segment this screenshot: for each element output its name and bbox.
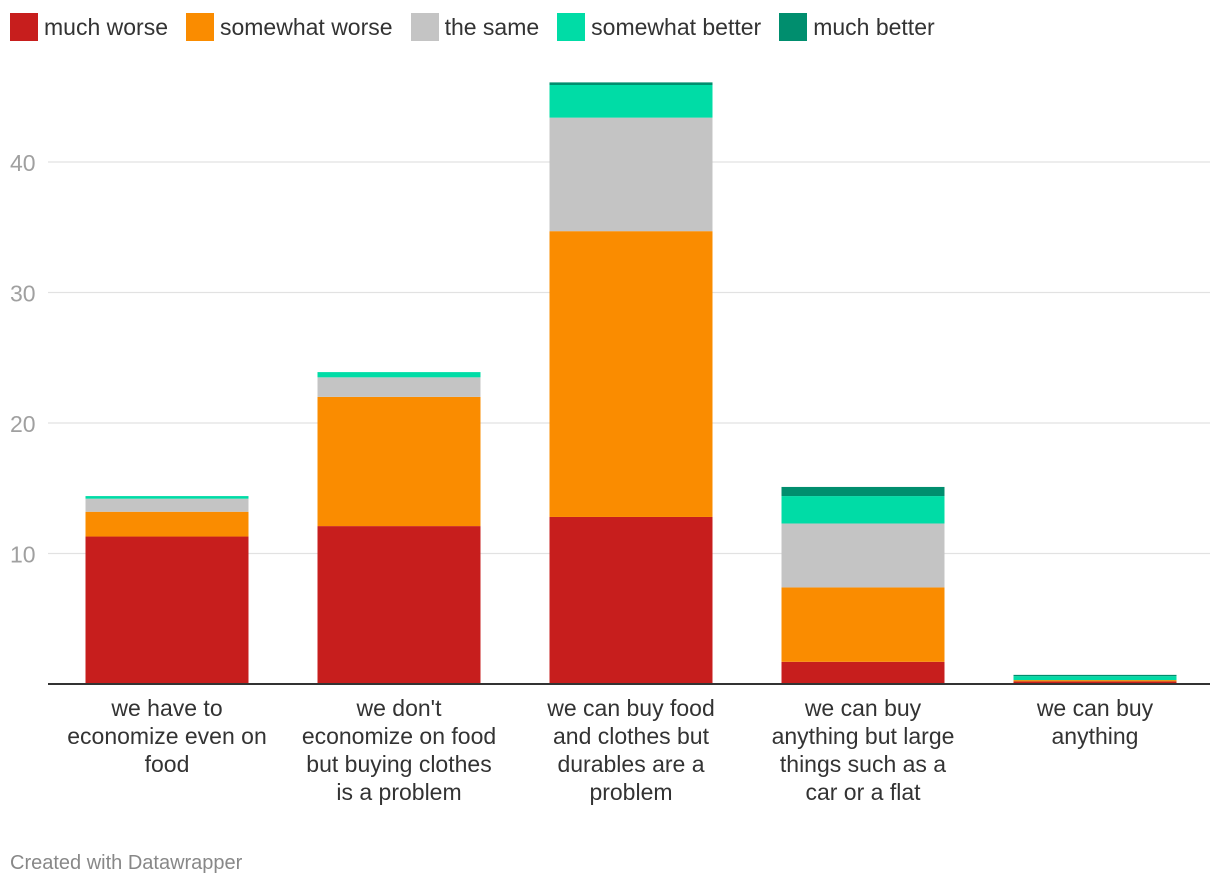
x-tick-label: problem (589, 779, 672, 805)
legend-swatch (779, 13, 808, 41)
y-tick-label: 10 (10, 542, 36, 568)
legend-label: the same (444, 13, 540, 40)
x-tick-label: durables are a (557, 751, 704, 777)
x-tick-label: anything (1052, 723, 1139, 749)
legend-swatch (557, 13, 586, 41)
bar-segment-much-better (549, 82, 713, 86)
legend: much worse somewhat worse the same somewhat… (10, 12, 953, 42)
y-tick-label: 30 (10, 281, 36, 307)
legend-item-somewhat-better: somewhat better (557, 13, 761, 41)
legend-swatch (10, 13, 38, 41)
x-tick-label: anything but large (772, 723, 955, 749)
legend-item-much-better: much better (779, 13, 935, 41)
credit-text[interactable]: Created with Datawrapper (10, 852, 243, 874)
legend-label: somewhat worse (219, 13, 393, 40)
legend-item-much-worse: much worse (10, 13, 168, 41)
legend-label: somewhat better (591, 13, 762, 40)
bar-segment-much-worse (781, 661, 945, 684)
bar-segment-the-same (317, 377, 481, 397)
y-tick-label: 40 (10, 150, 36, 176)
bar-segment-much-worse (549, 516, 713, 684)
x-tick-label: food (145, 751, 190, 777)
x-tick-label: car or a flat (805, 779, 921, 805)
x-tick-label: we can buy (804, 695, 922, 721)
x-tick-label: economize on food (302, 723, 496, 749)
x-tick-label: economize even on (67, 723, 266, 749)
legend-swatch (185, 13, 214, 41)
bar-segment-much-worse (85, 536, 249, 684)
bar-segment-somewhat-better (781, 496, 945, 524)
legend-label: much better (813, 13, 935, 40)
bar-segment-somewhat-better (85, 496, 249, 499)
legend-swatch (410, 13, 439, 41)
x-tick-label: is a problem (336, 779, 461, 805)
bar-segment-much-better (1013, 674, 1177, 677)
x-tick-label: we have to (110, 695, 222, 721)
legend-item-somewhat-worse: somewhat worse (185, 13, 393, 41)
bar-segment-much-better (781, 486, 945, 497)
bar-segment-the-same (85, 498, 249, 512)
bar-segment-somewhat-worse (549, 231, 713, 517)
bar-segment-somewhat-worse (317, 396, 481, 527)
bar-segment-somewhat-better (1013, 676, 1177, 681)
bar-segment-the-same (549, 117, 713, 232)
bar-segment-much-worse (1013, 681, 1177, 684)
legend-label: much worse (44, 13, 168, 40)
x-tick-label: and clothes but (553, 723, 710, 749)
x-tick-label: but buying clothes (306, 751, 491, 777)
bar-segment-the-same (781, 523, 945, 588)
y-tick-label: 20 (10, 411, 36, 437)
bar-segment-somewhat-better (549, 85, 713, 118)
legend-item-the-same: the same (410, 13, 540, 41)
x-tick-label: we can buy (1036, 695, 1154, 721)
x-tick-label: we don't (356, 695, 443, 721)
bar-segment-somewhat-worse (781, 587, 945, 662)
bar-segment-somewhat-worse (1013, 680, 1177, 682)
bar-segment-somewhat-worse (85, 511, 249, 537)
x-tick-label: we can buy food (546, 695, 715, 721)
bar-segment-somewhat-better (317, 372, 481, 378)
x-tick-label: things such as a (780, 751, 946, 777)
bar-segment-much-worse (317, 526, 481, 684)
